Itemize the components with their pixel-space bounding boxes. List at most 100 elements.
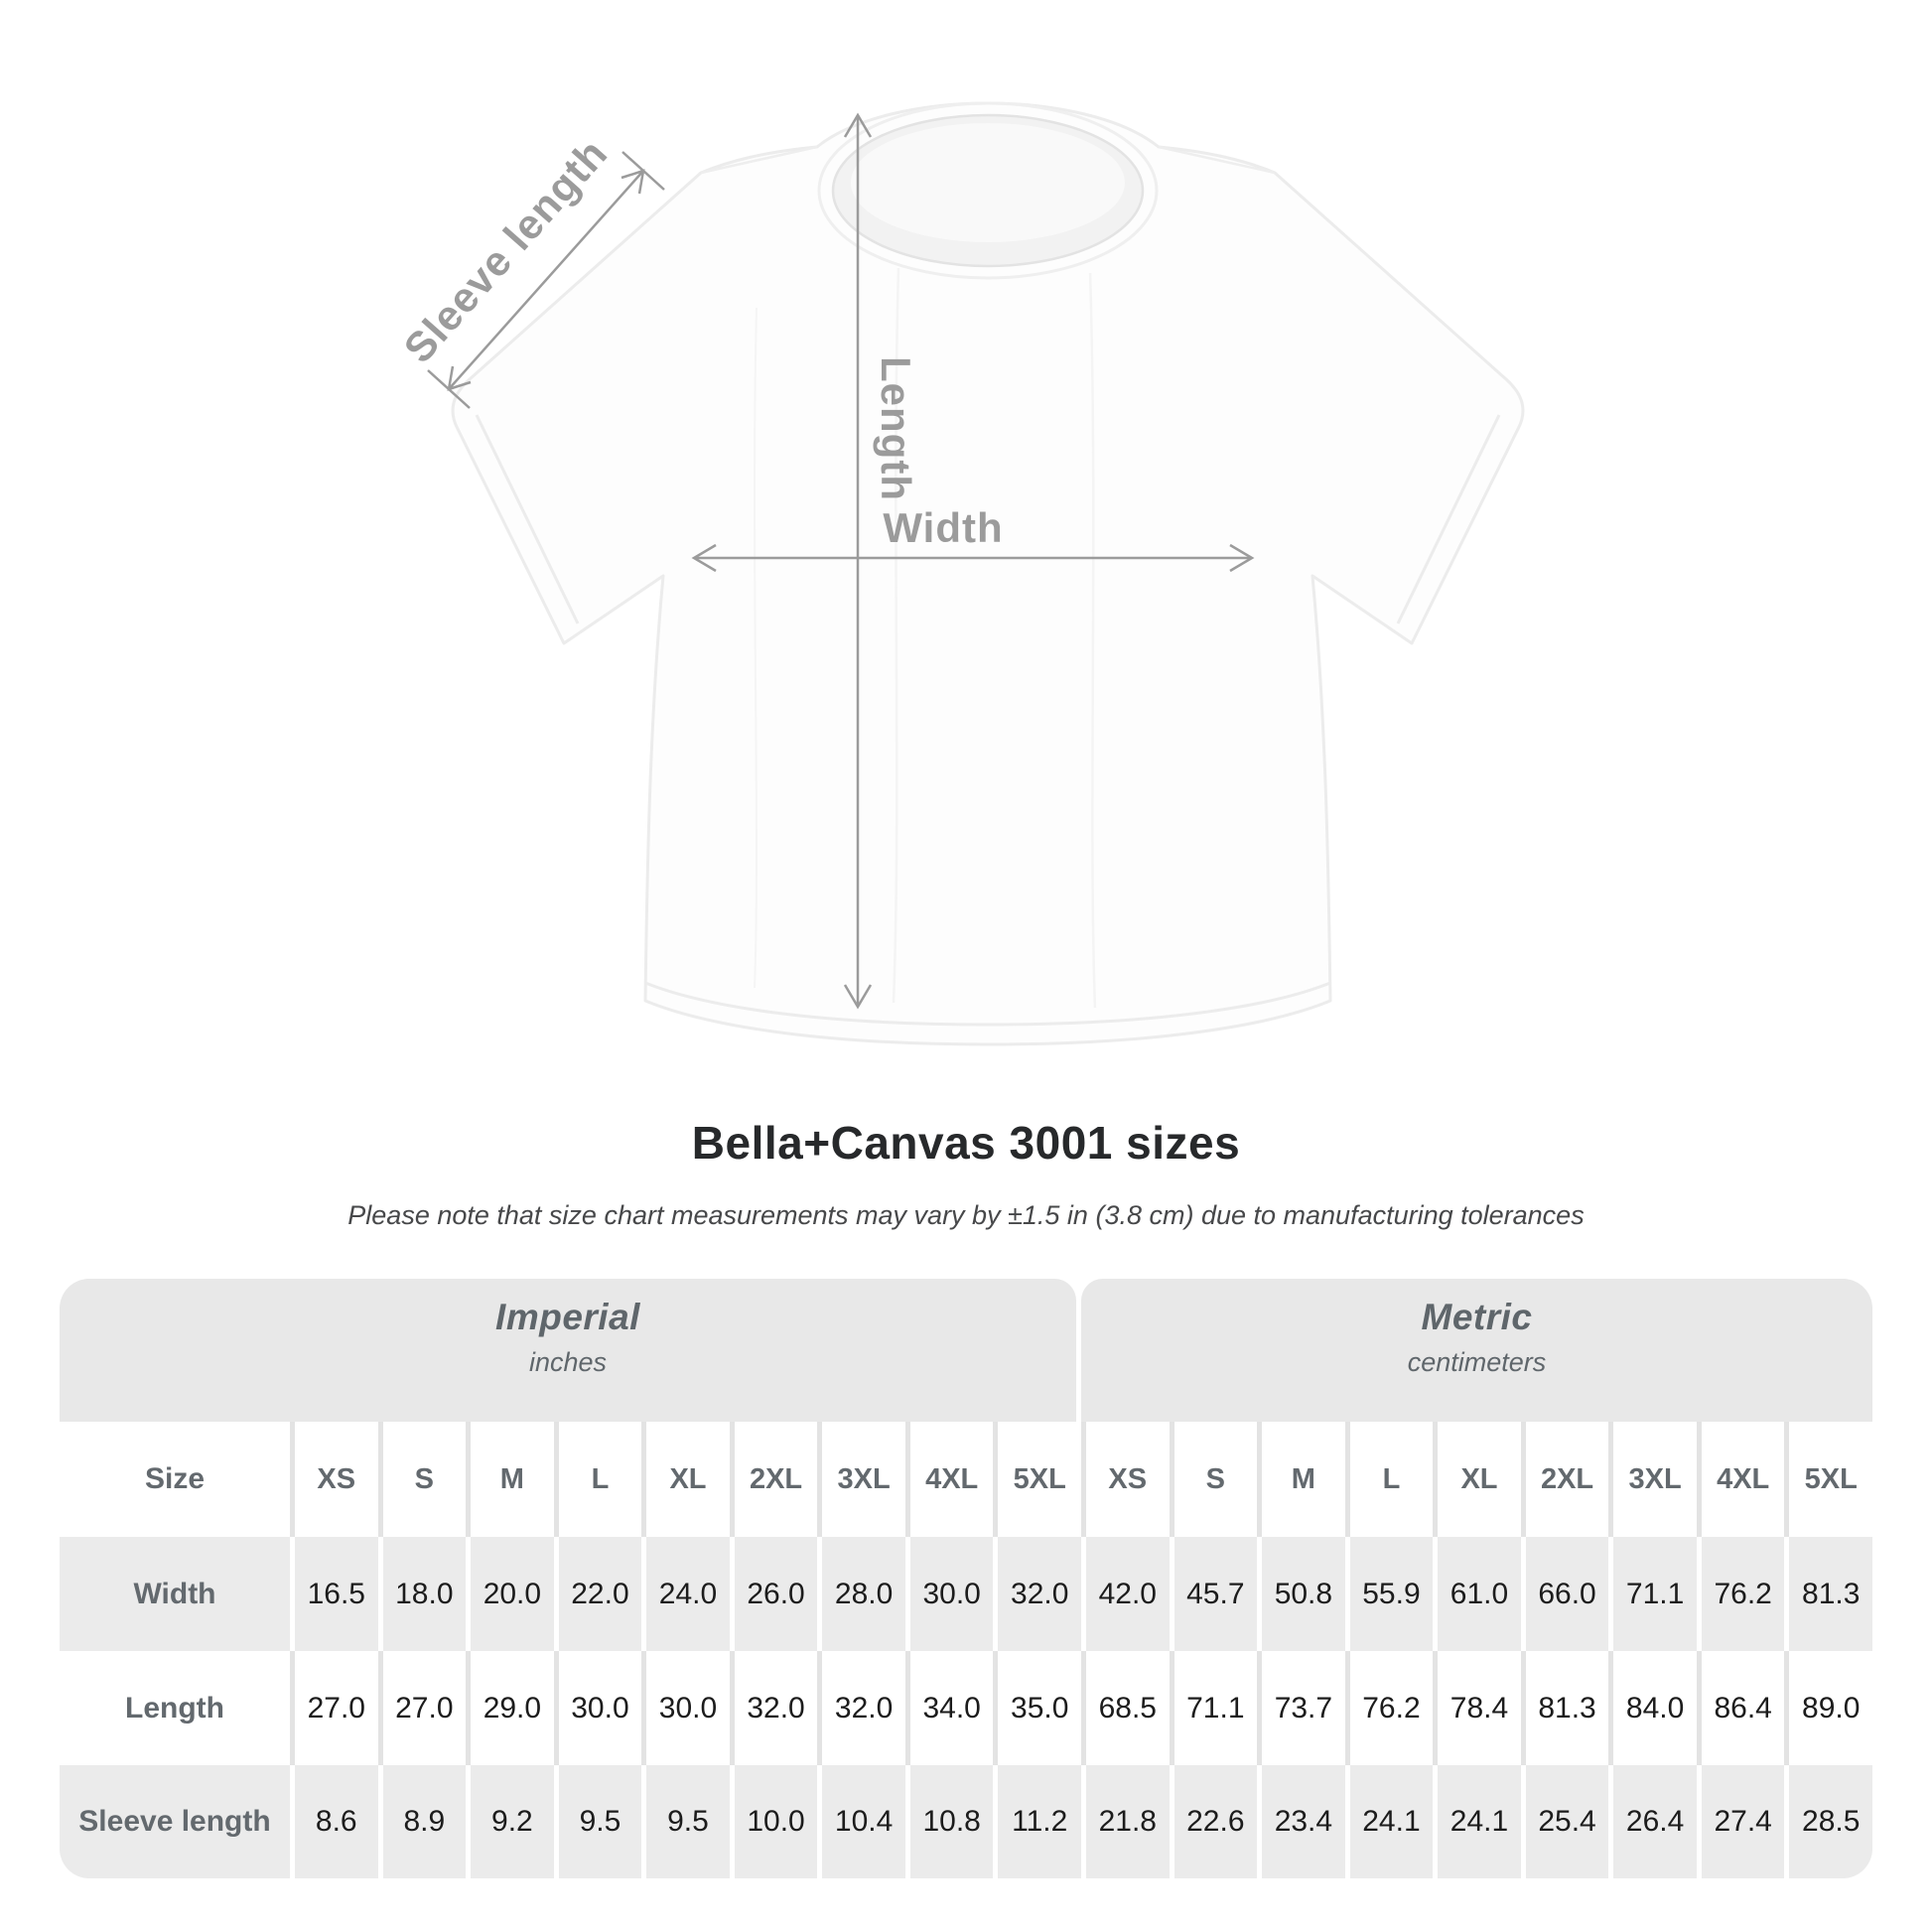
value-imperial: 8.9 [382, 1765, 467, 1878]
value-metric: 55.9 [1349, 1537, 1434, 1651]
value-imperial: 10.4 [822, 1765, 905, 1878]
size-header-metric-l: L [1349, 1422, 1434, 1537]
value-metric: 81.3 [1525, 1651, 1609, 1765]
tshirt-photo [451, 101, 1525, 1046]
value-metric: 76.2 [1701, 1537, 1785, 1651]
value-imperial: 30.0 [909, 1537, 994, 1651]
size-header-imperial-3xl: 3XL [822, 1422, 905, 1537]
value-imperial: 8.6 [295, 1765, 378, 1878]
value-imperial: 22.0 [558, 1537, 642, 1651]
value-imperial: 9.5 [558, 1765, 642, 1878]
size-header-metric-2xl: 2XL [1525, 1422, 1609, 1537]
size-header-imperial-l: L [558, 1422, 642, 1537]
value-metric: 81.3 [1789, 1537, 1872, 1651]
value-metric: 61.0 [1438, 1537, 1521, 1651]
value-imperial: 32.0 [734, 1651, 818, 1765]
value-metric: 71.1 [1613, 1537, 1697, 1651]
value-imperial: 28.0 [822, 1537, 905, 1651]
row-label: Sleeve length [60, 1765, 290, 1878]
value-imperial: 30.0 [646, 1651, 730, 1765]
unit-header-metric: Metric centimeters [1081, 1279, 1872, 1422]
value-metric: 23.4 [1262, 1765, 1345, 1878]
value-metric: 26.4 [1613, 1765, 1697, 1878]
value-metric: 68.5 [1086, 1651, 1170, 1765]
row-label: Length [60, 1651, 290, 1765]
value-imperial: 9.5 [646, 1765, 730, 1878]
size-header-metric-4xl: 4XL [1701, 1422, 1785, 1537]
value-metric: 42.0 [1086, 1537, 1170, 1651]
value-metric: 86.4 [1701, 1651, 1785, 1765]
size-header-imperial-5xl: 5XL [998, 1422, 1081, 1537]
value-imperial: 29.0 [471, 1651, 554, 1765]
page-subtitle: Please note that size chart measurements… [347, 1200, 1585, 1230]
value-metric: 24.1 [1438, 1765, 1521, 1878]
value-metric: 76.2 [1349, 1651, 1434, 1765]
sleeve-length-arrow [427, 151, 665, 409]
value-imperial: 30.0 [558, 1651, 642, 1765]
metric-label: Metric [1421, 1297, 1533, 1337]
value-metric: 45.7 [1173, 1537, 1258, 1651]
size-header-imperial-xl: XL [646, 1422, 730, 1537]
value-metric: 24.1 [1349, 1765, 1434, 1878]
row-label: Width [60, 1537, 290, 1651]
table-row-sleeve-length: Sleeve length 8.6 8.9 9.2 9.5 9.5 10.0 10.4 10.8… [60, 1765, 1872, 1878]
value-imperial: 27.0 [295, 1651, 378, 1765]
value-metric: 28.5 [1789, 1765, 1872, 1878]
value-imperial: 27.0 [382, 1651, 467, 1765]
value-metric: 27.4 [1701, 1765, 1785, 1878]
size-header-imperial-4xl: 4XL [909, 1422, 994, 1537]
value-metric: 73.7 [1262, 1651, 1345, 1765]
tshirt-diagram: Length Width Sleeve length [395, 101, 1525, 1046]
size-header-metric-3xl: 3XL [1613, 1422, 1697, 1537]
value-imperial: 20.0 [471, 1537, 554, 1651]
size-header-metric-m: M [1262, 1422, 1345, 1537]
length-arrow [843, 112, 873, 1010]
imperial-label: Imperial [495, 1297, 640, 1337]
imperial-unit-label: inches [528, 1347, 608, 1377]
collar-outer-rim [817, 101, 1159, 280]
size-column-header: Size [60, 1422, 290, 1537]
page-title: Bella+Canvas 3001 sizes [691, 1117, 1241, 1169]
metric-unit-label: centimeters [1407, 1347, 1547, 1377]
size-header-metric-s: S [1173, 1422, 1258, 1537]
size-header-imperial-xs: XS [295, 1422, 378, 1537]
value-imperial: 10.8 [909, 1765, 994, 1878]
unit-header-row: Imperial inches Metric centimeters [60, 1279, 1872, 1422]
value-metric: 84.0 [1613, 1651, 1697, 1765]
size-header-imperial-m: M [471, 1422, 554, 1537]
table-row-width: Width 16.5 18.0 20.0 22.0 24.0 26.0 28.0 30.0 32.… [60, 1537, 1872, 1651]
value-metric: 89.0 [1789, 1651, 1872, 1765]
value-imperial: 26.0 [734, 1537, 818, 1651]
size-header-imperial-s: S [382, 1422, 467, 1537]
value-metric: 22.6 [1173, 1765, 1258, 1878]
table-row-length: Length 27.0 27.0 29.0 30.0 30.0 32.0 32.0 34.0 35… [60, 1651, 1872, 1765]
value-imperial: 10.0 [734, 1765, 818, 1878]
size-header-metric-5xl: 5XL [1789, 1422, 1872, 1537]
value-metric: 66.0 [1525, 1537, 1609, 1651]
value-metric: 78.4 [1438, 1651, 1521, 1765]
size-header-imperial-2xl: 2XL [734, 1422, 818, 1537]
value-metric: 71.1 [1173, 1651, 1258, 1765]
value-imperial: 16.5 [295, 1537, 378, 1651]
value-imperial: 35.0 [998, 1651, 1081, 1765]
unit-header-imperial: Imperial inches [60, 1279, 1076, 1422]
width-label: Width [883, 504, 1003, 551]
size-header-metric-xl: XL [1438, 1422, 1521, 1537]
value-metric: 21.8 [1086, 1765, 1170, 1878]
size-header-row: Size XS S M L XL 2XL 3XL 4XL 5XL XS S M L XL 2XL 3XL 4XL 5… [60, 1422, 1872, 1537]
length-label: Length [873, 356, 919, 501]
value-imperial: 32.0 [822, 1651, 905, 1765]
value-imperial: 34.0 [909, 1651, 994, 1765]
value-imperial: 32.0 [998, 1537, 1081, 1651]
value-metric: 25.4 [1525, 1765, 1609, 1878]
value-imperial: 24.0 [646, 1537, 730, 1651]
size-table: Imperial inches Metric centimeters Size X… [60, 1279, 1872, 1878]
value-imperial: 18.0 [382, 1537, 467, 1651]
value-metric: 50.8 [1262, 1537, 1345, 1651]
width-arrow [691, 543, 1255, 573]
collar-inner-back [851, 123, 1125, 242]
value-imperial: 9.2 [471, 1765, 554, 1878]
size-header-metric-xs: XS [1086, 1422, 1170, 1537]
value-imperial: 11.2 [998, 1765, 1081, 1878]
